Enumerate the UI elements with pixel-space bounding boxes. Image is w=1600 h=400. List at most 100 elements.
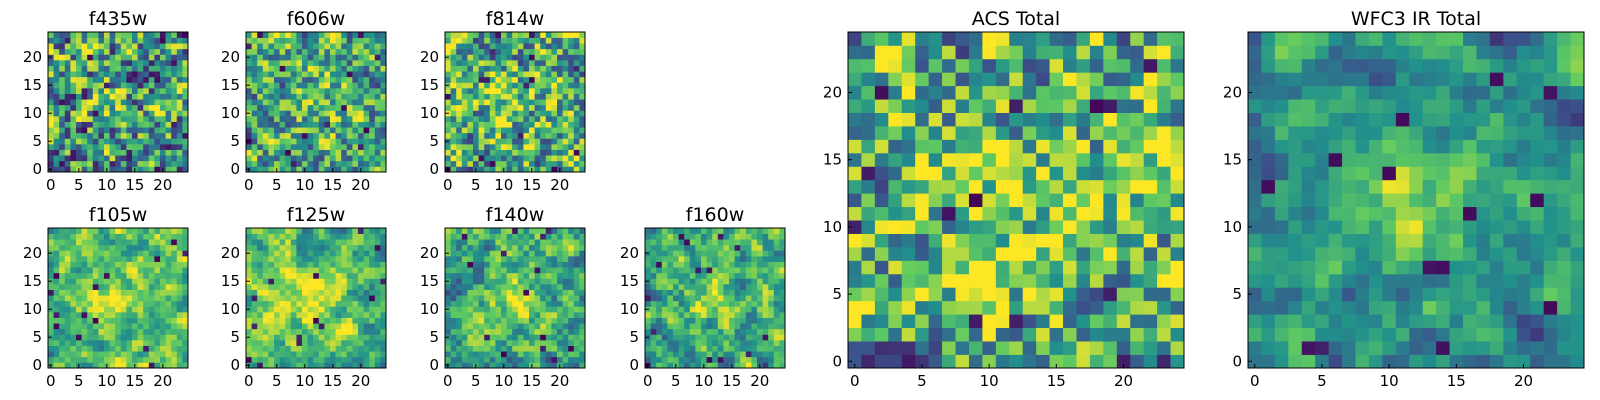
heatmap-cell xyxy=(695,340,702,346)
heatmap-cell xyxy=(104,116,110,122)
heatmap-cell xyxy=(346,138,353,145)
heatmap-cell xyxy=(154,345,161,352)
heatmap-cell xyxy=(1076,126,1091,140)
heatmap-cell xyxy=(115,60,122,66)
heatmap-cell xyxy=(773,239,780,246)
heatmap-cell xyxy=(313,334,320,341)
heatmap-cell xyxy=(773,323,780,330)
heatmap-cell xyxy=(478,233,485,240)
heatmap-cell xyxy=(473,37,479,44)
heatmap-cell xyxy=(1049,273,1064,288)
heatmap-cell xyxy=(148,250,155,257)
heatmap-cell xyxy=(302,160,308,167)
heatmap-cell xyxy=(456,138,463,145)
heatmap-cell xyxy=(257,278,264,285)
heatmap-cell xyxy=(92,76,99,83)
heatmap-cell xyxy=(143,289,150,296)
heatmap-cell xyxy=(98,144,105,150)
heatmap-cell xyxy=(579,328,586,335)
heatmap-cell xyxy=(53,60,60,66)
heatmap-cell xyxy=(848,193,862,208)
heatmap-cell xyxy=(450,88,457,94)
heatmap-cell xyxy=(473,328,479,335)
heatmap-cell xyxy=(768,334,775,341)
heatmap-cell xyxy=(461,54,468,61)
heatmap-cell xyxy=(374,300,381,307)
heatmap-cell xyxy=(968,300,983,315)
heatmap-cell xyxy=(330,340,336,346)
heatmap-cell xyxy=(573,267,580,274)
heatmap-cell xyxy=(81,340,88,346)
heatmap-cell xyxy=(684,295,691,302)
heatmap-cell xyxy=(126,54,133,61)
heatmap-cell xyxy=(369,267,376,274)
heatmap-cell xyxy=(59,32,66,38)
heatmap-cell xyxy=(473,121,479,128)
heatmap-cell xyxy=(307,228,314,234)
heatmap-cell xyxy=(506,65,513,72)
heatmap-cell xyxy=(59,334,66,341)
heatmap-cell xyxy=(579,160,586,167)
heatmap-cell xyxy=(143,132,150,139)
heatmap-cell xyxy=(176,289,183,296)
heatmap-cell xyxy=(53,99,60,106)
heatmap-cell xyxy=(540,110,547,117)
heatmap-cell xyxy=(773,295,780,302)
heatmap-cell xyxy=(257,284,264,290)
heatmap-cell xyxy=(64,88,71,94)
heatmap-cell xyxy=(318,121,325,128)
heatmap-cell xyxy=(673,317,679,324)
heatmap-cell xyxy=(1089,179,1104,194)
heatmap-cell xyxy=(182,88,189,94)
heatmap-cell xyxy=(176,155,183,162)
heatmap-cell xyxy=(369,228,376,234)
heatmap-cell xyxy=(484,323,491,330)
heatmap-cell xyxy=(268,233,275,240)
heatmap-cell xyxy=(48,239,54,246)
heatmap-cell xyxy=(64,110,71,117)
heatmap-cell xyxy=(848,247,862,261)
heatmap-cell xyxy=(352,60,359,66)
heatmap-cell xyxy=(695,233,702,240)
heatmap-cell xyxy=(484,37,491,44)
heatmap-cell xyxy=(352,155,359,162)
heatmap-cell xyxy=(369,166,376,173)
heatmap-cell xyxy=(684,345,691,352)
heatmap-cell xyxy=(445,317,451,324)
heatmap-cell xyxy=(562,82,569,89)
heatmap-cell xyxy=(369,65,376,72)
heatmap-cell xyxy=(445,32,451,38)
heatmap-cell xyxy=(318,149,325,156)
heatmap-cell xyxy=(104,351,110,358)
heatmap-cell xyxy=(274,116,280,122)
heatmap-cell xyxy=(706,334,713,341)
heatmap-cell xyxy=(279,166,286,173)
heatmap-cell xyxy=(296,138,303,145)
heatmap-cell xyxy=(358,295,364,302)
heatmap-cell xyxy=(557,300,563,307)
heatmap-cell xyxy=(557,306,563,313)
heatmap-cell xyxy=(148,317,155,324)
heatmap-cell xyxy=(645,295,651,302)
heatmap-cell xyxy=(540,295,547,302)
heatmap-cell xyxy=(120,239,127,246)
heatmap-cell xyxy=(279,71,286,78)
heatmap-cell xyxy=(132,155,138,162)
heatmap-cell xyxy=(562,289,569,296)
heatmap-cell xyxy=(456,149,463,156)
heatmap-cell xyxy=(246,32,252,38)
heatmap-cell xyxy=(579,99,586,106)
heatmap-cell xyxy=(115,345,122,352)
heatmap-cell xyxy=(70,121,77,128)
heatmap-cell xyxy=(456,65,463,72)
heatmap-cell xyxy=(262,284,269,290)
heatmap-cell xyxy=(461,99,468,106)
heatmap-cell xyxy=(352,116,359,122)
heatmap-cell xyxy=(501,228,507,234)
heatmap-cell xyxy=(313,289,320,296)
heatmap-cell xyxy=(551,300,558,307)
heatmap-cell xyxy=(160,328,166,335)
heatmap-cell xyxy=(545,351,552,358)
heatmap-cell xyxy=(59,239,66,246)
heatmap-cell xyxy=(290,312,297,318)
